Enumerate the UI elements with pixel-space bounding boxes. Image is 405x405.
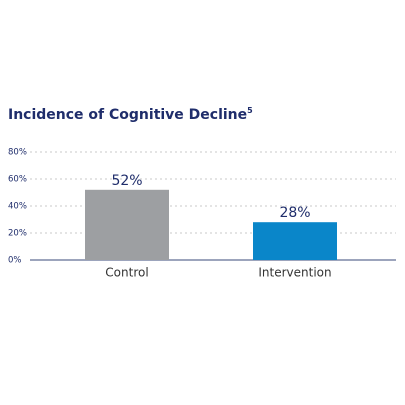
y-tick-label: 80% — [8, 148, 27, 158]
y-tick-label: 40% — [8, 202, 27, 212]
title-text: Incidence of Cognitive Decline — [8, 107, 247, 123]
y-tick-label: 20% — [8, 229, 27, 239]
bar — [253, 222, 337, 260]
value-label: 28% — [279, 205, 310, 221]
x-tick-label: Control — [105, 266, 148, 280]
value-label: 52% — [111, 173, 142, 189]
x-tick-label: Intervention — [258, 266, 331, 280]
y-tick-label: 0% — [8, 256, 22, 266]
bar — [85, 189, 169, 260]
title-superscript: 5 — [247, 106, 253, 115]
chart-title: Incidence of Cognitive Decline5 — [8, 106, 253, 124]
y-tick-label: 60% — [8, 175, 27, 185]
